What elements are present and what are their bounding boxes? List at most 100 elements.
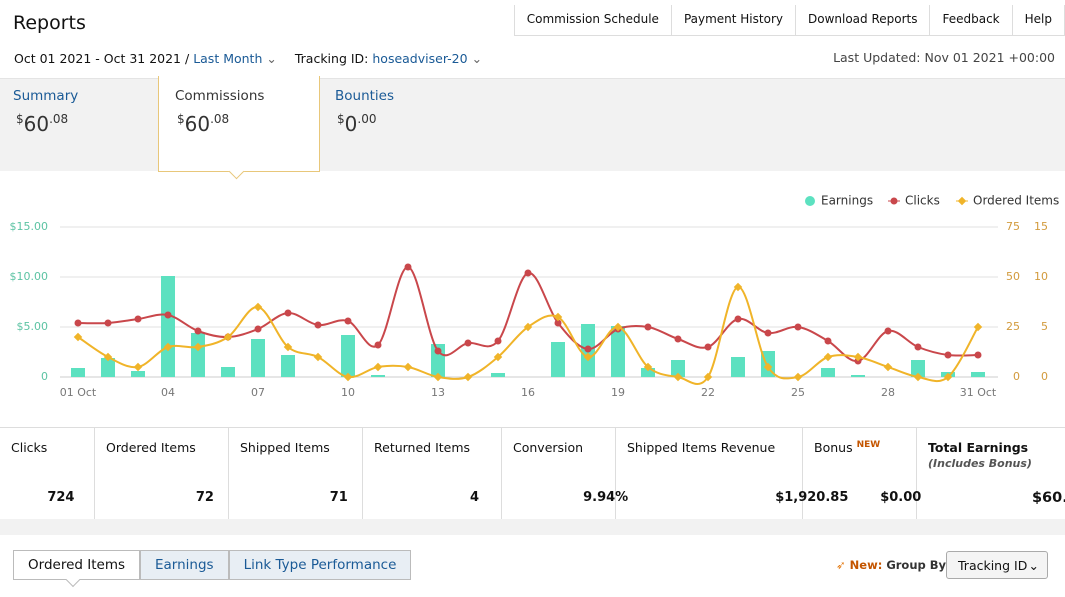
point [283,342,293,352]
point [553,312,563,322]
point [883,362,893,372]
stat: Ordered Items 72 [95,428,229,519]
bar [971,372,985,377]
yticks-label: $15.00 [10,220,49,233]
point [703,372,713,382]
point [223,332,233,342]
nav-link[interactable]: Help [1013,5,1065,35]
bar [911,360,925,377]
point [434,347,442,355]
bottom-tab[interactable]: Ordered Items [13,550,140,580]
tracking-select[interactable]: hoseadviser-20 [372,51,468,66]
point [974,351,982,359]
point [373,362,383,372]
bar [851,375,865,377]
currency: $ [177,112,185,126]
bottom-tab[interactable]: Link Type Performance [228,550,412,580]
y2ticks-label: 50 [1006,270,1020,283]
nav-link[interactable]: Feedback [930,5,1013,35]
point [164,311,172,319]
period-select[interactable]: Last Month [193,51,263,66]
group-select[interactable]: Tracking ID ⌄ [946,551,1048,579]
point [284,309,292,317]
point [523,322,533,332]
point [704,343,712,351]
stat: Shipped Items 71 [229,428,363,519]
bar [221,367,235,377]
tab[interactable]: Commissions [175,88,265,104]
date-range: Oct 01 2021 - Oct 31 2021 / [14,51,190,66]
stat: Returned Items 4 [363,428,502,519]
legend-label: Clicks [905,194,940,208]
point [554,319,562,327]
legend-label: Earnings [821,194,873,208]
point [583,352,593,362]
bar [281,355,295,377]
legend-swatch [805,196,815,206]
top-nav: Commission Schedule Payment History Down… [513,5,1065,36]
stat: Shipped Items Revenue $1,920.85 [616,428,848,519]
line [77,266,979,363]
x-tick-label: 28 [881,386,895,399]
point [344,317,352,325]
legend-swatch [957,196,967,206]
x-tick-label: 19 [611,386,625,399]
new-label: New: [849,558,883,572]
bar [371,375,385,377]
point [584,345,592,353]
x-tick-label: 25 [791,386,805,399]
badge: NEW [856,440,881,450]
bar [161,276,175,377]
stat-label: Ordered Items [106,440,196,455]
tab[interactable]: Bounties [335,88,395,104]
point [734,315,742,323]
point [494,337,502,345]
y2ticks-label: 0 [1013,370,1020,383]
bar [671,360,685,377]
point [644,323,652,331]
point [343,372,353,382]
tab[interactable]: Summary [13,88,79,104]
point [763,362,773,372]
stat: Bonus NEW $0.00 [803,428,921,519]
stat: Clicks 724 [0,428,95,519]
bottom-tab[interactable]: Earnings [140,550,229,580]
stat-value: 9.94% [583,490,629,505]
filters: Oct 01 2021 - Oct 31 2021 / Last Month ⌄… [14,51,483,66]
stat-value: 71 [329,490,348,505]
stat-label: Shipped Items [240,440,330,455]
whole: 0 [344,112,358,136]
bar [251,339,265,377]
point [884,327,892,335]
bar [71,368,85,377]
stat-value: 724 [47,490,75,505]
point [163,342,173,352]
point [314,321,322,329]
nav-link[interactable]: Commission Schedule [515,5,672,35]
cents: .08 [49,112,69,126]
stat-value: $0.00 [880,490,922,505]
stat-label: Returned Items [374,440,471,455]
x-tick-label: 31 Oct [960,386,997,399]
point [403,362,413,372]
point [613,322,623,332]
y3ticks-label: 5 [1041,320,1048,333]
x-tick-label: 22 [701,386,715,399]
point [313,352,323,362]
nav-link[interactable]: Download Reports [796,5,931,35]
point [673,372,683,382]
point [913,372,923,382]
bar [491,373,505,377]
currency: $ [16,112,24,126]
last-updated: Last Updated: Nov 01 2021 +00:00 [833,50,1055,65]
point [463,372,473,382]
amount: $60.08 [177,112,229,136]
point [464,339,472,347]
y3ticks-label: 0 [1041,370,1048,383]
point [74,319,82,327]
nav-link[interactable]: Payment History [672,5,796,35]
point [134,315,142,323]
point [433,372,443,382]
bar [611,326,625,377]
